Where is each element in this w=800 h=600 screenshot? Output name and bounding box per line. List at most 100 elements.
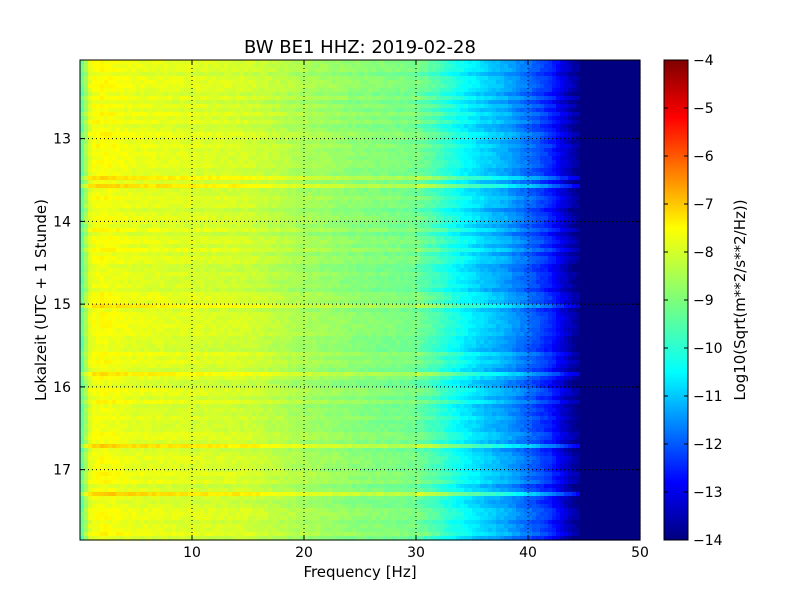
heatmap-cell [80,360,85,365]
heatmap-cell [188,132,193,137]
heatmap-cell [212,340,217,345]
heatmap-cell [164,416,169,421]
heatmap-cell [172,432,177,437]
heatmap-cell [100,360,105,365]
heatmap-cell [80,172,85,177]
heatmap-cell [152,360,157,365]
heatmap-cell [188,192,193,197]
heatmap-cell [212,220,217,225]
heatmap-cell [104,440,109,445]
heatmap-cell [120,188,125,193]
heatmap-cell [112,372,117,377]
heatmap-cell [136,184,141,189]
heatmap-cell [236,248,241,253]
heatmap-cell [220,240,225,245]
heatmap-cell [236,220,241,225]
heatmap-cell [108,464,113,469]
heatmap-cell [132,200,137,205]
heatmap-cell [176,108,181,113]
heatmap-cell [156,364,161,369]
heatmap-cell [212,364,217,369]
heatmap-cell [80,408,85,413]
heatmap-cell [124,228,129,233]
heatmap-cell [216,512,221,517]
heatmap-cell [244,308,249,313]
heatmap-cell [228,204,233,209]
heatmap-cell [104,316,109,321]
heatmap-cell [180,328,185,333]
heatmap-cell [84,524,89,529]
heatmap-cell [124,348,129,353]
heatmap-cell [128,352,133,357]
heatmap-cell [108,100,113,105]
heatmap-cell [120,88,125,93]
heatmap-cell [236,308,241,313]
heatmap-cell [124,80,129,85]
heatmap-cell [240,232,245,237]
heatmap-cell [204,248,209,253]
heatmap-cell [104,332,109,337]
heatmap-cell [120,472,125,477]
heatmap-cell [120,288,125,293]
heatmap-cell [244,160,249,165]
heatmap-cell [196,248,201,253]
heatmap-cell [124,420,129,425]
heatmap-cell [188,452,193,457]
heatmap-cell [184,252,189,257]
heatmap-cell [112,100,117,105]
heatmap-cell [172,408,177,413]
heatmap-cell [152,72,157,77]
heatmap-cell [88,100,93,105]
heatmap-cell [108,148,113,153]
heatmap-cell [200,376,205,381]
heatmap-cell [108,308,113,313]
heatmap-cell [164,176,169,181]
heatmap-cell [88,332,93,337]
heatmap-cell [216,240,221,245]
heatmap-cell [108,340,113,345]
heatmap-cell [92,204,97,209]
heatmap-cell [92,536,97,541]
heatmap-cell [116,240,121,245]
heatmap-cell [180,524,185,529]
heatmap-cell [100,372,105,377]
heatmap-cell [156,232,161,237]
heatmap-cell [228,112,233,117]
heatmap-cell [96,480,101,485]
heatmap-cell [160,332,165,337]
heatmap-cell [184,412,189,417]
heatmap-cell [204,160,209,165]
heatmap-cell [116,512,121,517]
heatmap-cell [140,308,145,313]
heatmap-cell [244,364,249,369]
heatmap-cell [220,244,225,249]
heatmap-cell [196,344,201,349]
heatmap-cell [140,444,145,449]
heatmap-cell [116,128,121,133]
heatmap-cell [176,188,181,193]
heatmap-cell [192,484,197,489]
heatmap-cell [172,144,177,149]
heatmap-cell [216,220,221,225]
heatmap-cell [216,484,221,489]
heatmap-cell [148,64,153,69]
heatmap-cell [236,188,241,193]
heatmap-cell [136,272,141,277]
heatmap-cell [192,464,197,469]
heatmap-cell [196,352,201,357]
heatmap-cell [92,68,97,73]
heatmap-cell [168,68,173,73]
heatmap-cell [128,488,133,493]
heatmap-cell [88,492,93,497]
heatmap-cell [216,408,221,413]
heatmap-cell [228,352,233,357]
heatmap-cell [88,524,93,529]
heatmap-cell [192,144,197,149]
heatmap-cell [124,380,129,385]
heatmap-cell [212,272,217,277]
heatmap-cell [196,144,201,149]
heatmap-cell [192,356,197,361]
heatmap-cell [80,80,85,85]
heatmap-cell [228,280,233,285]
heatmap-cell [96,160,101,165]
